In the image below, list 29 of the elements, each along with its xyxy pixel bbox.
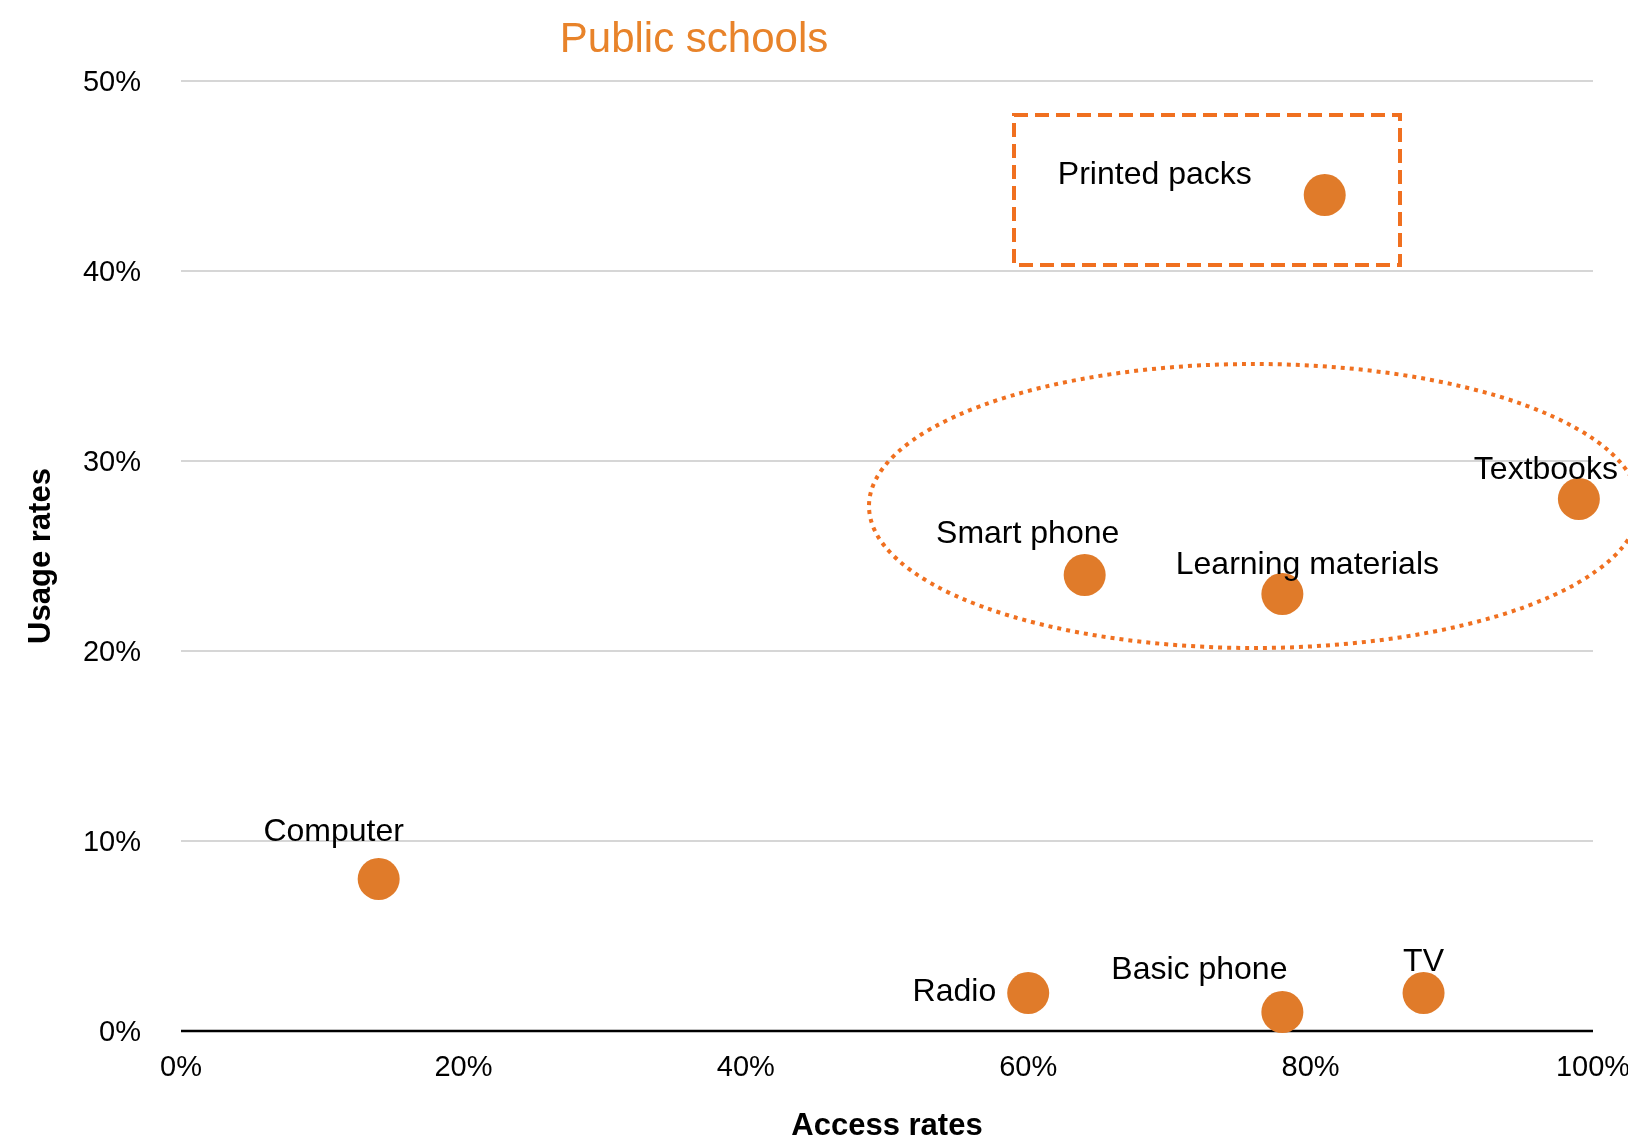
- annotation: Basic phone: [1111, 950, 1288, 986]
- x-tick-label: 40%: [716, 1050, 775, 1082]
- y-tick-label: 40%: [82, 255, 141, 288]
- annotation: TV: [1403, 942, 1445, 978]
- y-axis-title: Usage rates: [22, 468, 57, 644]
- annotation: Textbooks: [1473, 450, 1618, 486]
- point: [1007, 972, 1050, 1014]
- point: [1402, 972, 1445, 1014]
- annotation: Computer: [263, 812, 405, 848]
- chart-title: Public schools: [559, 14, 829, 61]
- x-tick-label: 0%: [160, 1050, 202, 1082]
- x-tick-label: 20%: [434, 1050, 493, 1082]
- x-tick-label: 80%: [1281, 1050, 1340, 1082]
- y-tick-label: 20%: [82, 635, 141, 668]
- x-axis-title: Access rates: [791, 1107, 983, 1142]
- point: [1063, 554, 1106, 596]
- point: [357, 858, 400, 900]
- y-tick-label: 0%: [99, 1015, 141, 1048]
- y-tick-label: 50%: [82, 65, 141, 98]
- y-tick-label: 30%: [82, 445, 141, 478]
- annotation: Radio: [912, 972, 997, 1008]
- annotation: Printed packs: [1057, 155, 1252, 191]
- point: [1261, 991, 1304, 1033]
- x-tick-label: 60%: [999, 1050, 1058, 1082]
- point: [1557, 478, 1600, 520]
- annotation: Smart phone: [936, 514, 1120, 550]
- point: [1303, 174, 1346, 216]
- annotation: Learning materials: [1175, 545, 1439, 581]
- y-tick-label: 10%: [82, 825, 141, 858]
